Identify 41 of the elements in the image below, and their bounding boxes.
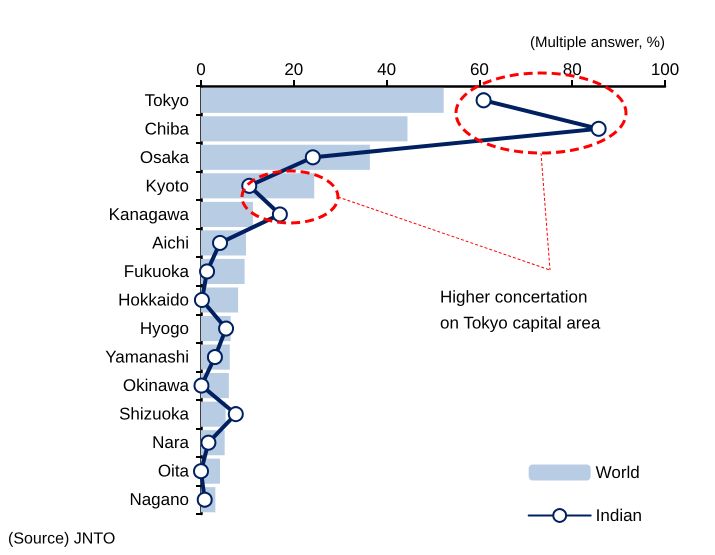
y-tick-label: Tokyo bbox=[144, 90, 189, 110]
annotation: Higher concertation on Tokyo capital area bbox=[440, 288, 601, 332]
y-tick-label: Chiba bbox=[144, 119, 190, 138]
x-tick-label: 0 bbox=[196, 60, 206, 79]
y-tick-label: Kyoto bbox=[146, 176, 189, 196]
x-tick-label: 80 bbox=[562, 60, 582, 79]
point bbox=[196, 492, 213, 508]
legend-label: World bbox=[596, 463, 640, 482]
point bbox=[193, 378, 210, 394]
x-tick-label: 60 bbox=[470, 60, 489, 79]
bar bbox=[201, 202, 253, 227]
y-tick-label: Oita bbox=[158, 462, 190, 481]
bar bbox=[201, 88, 444, 113]
point bbox=[193, 463, 209, 480]
y-tick-label: Hyogo bbox=[140, 319, 189, 338]
y-tick-label: Yamanashi bbox=[105, 348, 189, 367]
text: (Source) JNTO bbox=[8, 530, 116, 548]
y-tick-label: Osaka bbox=[140, 148, 190, 167]
point bbox=[476, 92, 492, 108]
legend-label: Indian bbox=[596, 506, 642, 525]
point bbox=[218, 320, 234, 337]
y-tick-label: Nara bbox=[152, 433, 190, 452]
y-tick-label: Kanagawa bbox=[108, 204, 190, 224]
x-axis-title: (Multiple answer, %) bbox=[530, 34, 665, 51]
point bbox=[228, 406, 244, 422]
point bbox=[194, 292, 210, 308]
bar bbox=[201, 116, 408, 142]
y-tick-label: Shizuoka bbox=[119, 404, 190, 424]
y-tick-label: Nagano bbox=[129, 490, 189, 510]
y-tick-label: Fukuoka bbox=[124, 262, 190, 281]
y-tick-label: Aichi bbox=[152, 233, 189, 252]
point bbox=[304, 149, 321, 166]
y-tick-label: Okinawa bbox=[122, 376, 190, 396]
x-tick-label: 20 bbox=[284, 60, 304, 79]
x-tick-label: 40 bbox=[377, 60, 396, 79]
point bbox=[590, 120, 607, 137]
y-tick-label: Hokkaido bbox=[118, 290, 189, 310]
bar bbox=[201, 402, 226, 427]
point bbox=[199, 263, 216, 280]
x-tick-label: 100 bbox=[650, 60, 680, 79]
point bbox=[272, 206, 288, 222]
